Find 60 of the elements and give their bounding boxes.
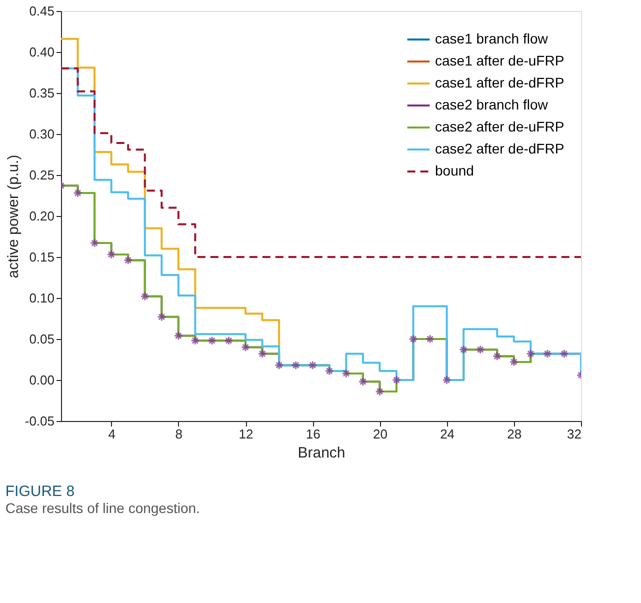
y-tick-label: 0.30: [29, 126, 54, 142]
point: [408, 334, 418, 344]
point: [492, 352, 502, 361]
point: [308, 360, 318, 370]
x-tick-label: 32: [567, 426, 582, 442]
point: [106, 250, 116, 260]
point: [458, 345, 468, 354]
y-tick-label: 0.10: [29, 290, 54, 306]
text: Case results of line congestion.: [5, 500, 200, 516]
x-tick-label: 16: [306, 426, 320, 442]
point: [442, 375, 452, 385]
x-tick-label: 24: [440, 426, 455, 442]
point: [73, 188, 82, 198]
y-axis-title: active power (p.u.): [4, 154, 22, 278]
legend-label: case1 after de-uFRP: [435, 52, 564, 68]
point: [291, 360, 300, 370]
y-tick-label: 0.40: [29, 44, 54, 60]
y-tick-label: 0.05: [29, 332, 54, 346]
x-tick-label: 8: [175, 426, 183, 442]
x-axis-title: Branch: [298, 444, 346, 462]
legend-label: case1 branch flow: [435, 30, 549, 46]
x-tick-label: 12: [238, 426, 254, 442]
point: [190, 336, 200, 346]
point: [375, 386, 384, 396]
point: [224, 336, 234, 346]
y-tick-label: 0.25: [29, 168, 54, 182]
point: [425, 334, 435, 344]
point: [476, 345, 485, 354]
x-tick-label: 20: [372, 426, 388, 442]
point: [90, 238, 100, 248]
point: [140, 292, 150, 301]
point: [324, 366, 334, 376]
x-tick-label: 28: [507, 426, 522, 442]
legend-label: bound: [435, 162, 474, 178]
y-tick-label: 0.15: [29, 250, 54, 264]
point: [174, 331, 184, 340]
point: [358, 377, 368, 386]
legend-label: case1 after de-dFRP: [435, 74, 564, 90]
point: [392, 375, 402, 385]
point: [526, 349, 536, 358]
point: [207, 336, 217, 346]
caption: FIGURE 8: [5, 483, 75, 500]
y-tick-label: 0.45: [29, 4, 54, 18]
y-tick-label: 0.20: [29, 208, 54, 224]
y-tick-label: -0.05: [24, 414, 54, 428]
point: [560, 349, 569, 358]
point: [157, 312, 166, 322]
point: [274, 360, 284, 370]
legend-label: case2 after de-uFRP: [435, 118, 564, 134]
point: [240, 342, 250, 352]
legend-label: case2 after de-dFRP: [435, 140, 564, 156]
legend-label: case2 branch flow: [435, 96, 549, 112]
y-tick-label: 0.00: [29, 372, 54, 388]
point: [509, 357, 519, 367]
point: [258, 349, 267, 358]
x-tick-label: 4: [108, 426, 116, 442]
y-tick-label: 0.35: [29, 86, 54, 100]
point: [542, 349, 552, 358]
point: [342, 368, 351, 378]
point: [123, 256, 133, 265]
